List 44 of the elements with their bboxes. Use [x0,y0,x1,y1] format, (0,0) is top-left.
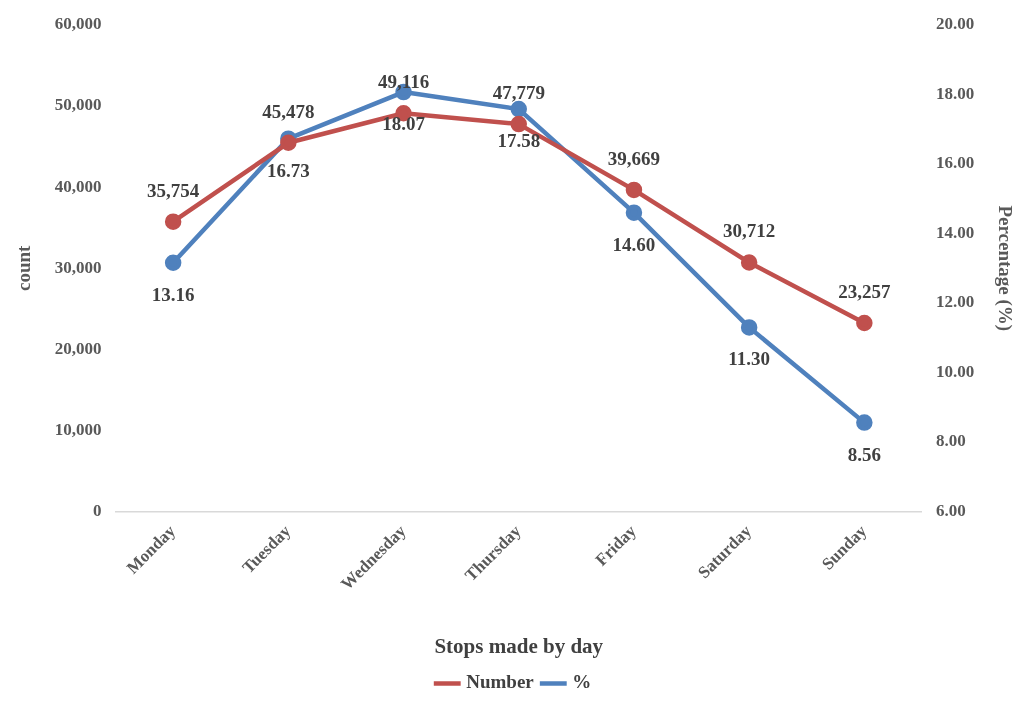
y-tick-label: 30,000 [54,257,102,277]
x-axis-title: Stops made by day [434,633,604,658]
point [625,181,643,199]
y2-tick-label: 18.00 [935,83,975,103]
y-tick-label: 40,000 [54,176,102,196]
y2-tick-label: 6.00 [935,500,966,520]
legend-label: Number [466,671,535,693]
point [856,414,873,431]
data-label: 49,116 [377,71,430,93]
point [164,254,182,271]
point [740,319,758,336]
data-label: 30,712 [723,220,776,242]
point [280,134,297,152]
y2-axis-title: Percentage (%) [993,205,1016,332]
y2-tick-label: 12.00 [935,292,975,312]
y2-tick-label: 10.00 [935,361,975,381]
data-label: 17.58 [497,130,541,152]
legend-label: % [572,671,592,693]
point [625,204,643,221]
data-label: 8.56 [847,443,881,465]
data-label: 39,669 [607,147,661,169]
data-label: 13.16 [151,283,195,305]
y2-tick-label: 20.00 [935,14,975,34]
data-label: 11.30 [728,348,770,370]
y-tick-label: 20,000 [54,338,102,358]
y-axis-title: count [13,244,35,291]
point [856,314,873,332]
y2-tick-label: 8.00 [935,431,966,451]
data-label: 23,257 [838,280,891,302]
y-tick-label: 0 [93,500,102,520]
point [510,115,527,133]
y-tick-label: 10,000 [54,419,102,439]
point [740,254,758,271]
y2-tick-label: 16.00 [935,153,975,173]
data-label: 18.07 [382,112,426,134]
data-label: 45,478 [262,100,315,122]
data-label: 14.60 [612,233,656,255]
data-label: 16.73 [266,159,310,181]
y-tick-label: 60,000 [54,14,102,34]
data-label: 35,754 [147,179,200,201]
point [164,213,182,230]
y2-tick-label: 14.00 [935,222,975,242]
y-tick-label: 50,000 [54,95,102,115]
data-label: 47,779 [492,82,545,104]
